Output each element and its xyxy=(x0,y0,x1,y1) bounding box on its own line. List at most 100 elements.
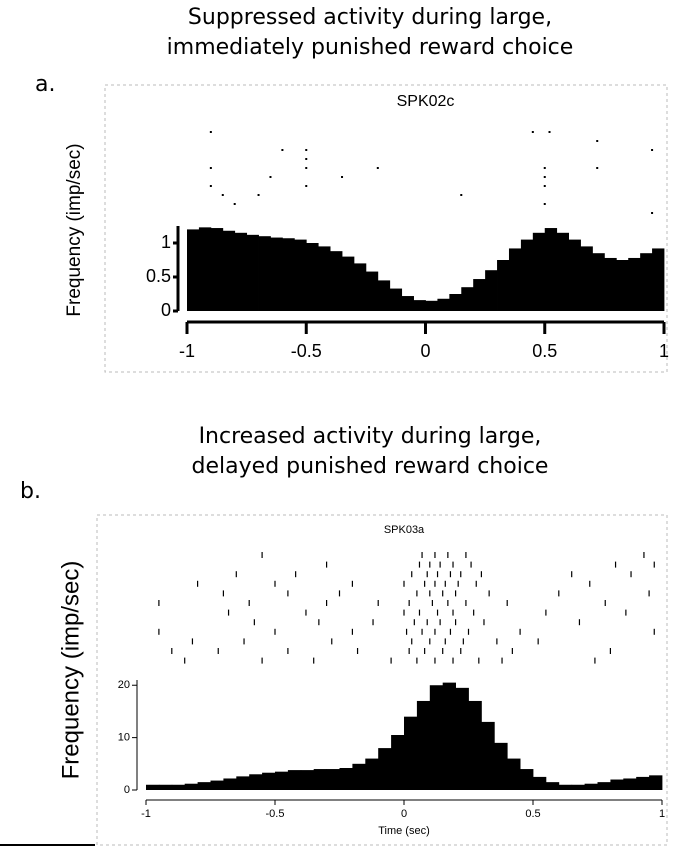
bar xyxy=(223,778,237,790)
bar xyxy=(571,784,585,790)
bar xyxy=(508,248,522,311)
y-axis-label: Frequency (imp/sec) xyxy=(64,143,85,316)
bar xyxy=(326,769,340,790)
bar xyxy=(197,782,211,790)
bar xyxy=(236,776,250,790)
bar xyxy=(352,763,366,790)
bar xyxy=(532,232,546,311)
spike xyxy=(341,176,344,178)
spike xyxy=(305,185,308,187)
bar xyxy=(481,721,495,790)
spike xyxy=(305,158,308,160)
bar xyxy=(306,243,319,311)
spike xyxy=(543,176,546,178)
bar xyxy=(210,228,224,311)
spike xyxy=(548,131,551,133)
bar xyxy=(391,735,405,790)
bar xyxy=(210,780,224,790)
bar xyxy=(146,784,160,790)
spike xyxy=(543,185,546,187)
spike xyxy=(221,194,224,196)
bar xyxy=(580,246,593,311)
bar xyxy=(636,776,650,790)
bar xyxy=(184,783,198,790)
panel-frame xyxy=(104,84,668,373)
bar xyxy=(507,758,521,790)
bar xyxy=(416,700,431,790)
bar xyxy=(494,742,508,790)
bar xyxy=(520,239,534,311)
bar xyxy=(330,251,343,311)
bar xyxy=(429,685,444,790)
spike xyxy=(209,167,212,169)
x-tick-label: 0 xyxy=(401,808,407,820)
bar xyxy=(171,784,186,790)
bar xyxy=(198,227,212,311)
bar xyxy=(413,300,426,311)
x-tick-label: -0.5 xyxy=(291,341,322,361)
bar xyxy=(544,228,558,311)
spike xyxy=(596,140,599,142)
bar xyxy=(287,770,302,790)
bar xyxy=(473,279,486,311)
bar xyxy=(497,260,510,311)
bar xyxy=(649,775,663,790)
spike xyxy=(651,149,654,151)
bar xyxy=(404,716,418,790)
bar xyxy=(623,778,637,790)
bar xyxy=(187,229,200,311)
bar xyxy=(222,230,236,311)
bar xyxy=(258,236,271,311)
y-tick-label: 1 xyxy=(161,232,171,252)
spike xyxy=(543,203,546,205)
bar xyxy=(425,300,438,311)
y-tick-label: 0.5 xyxy=(146,266,171,286)
bar xyxy=(353,263,367,311)
bar xyxy=(246,234,259,311)
spike xyxy=(531,131,534,133)
bar xyxy=(533,776,547,790)
bar xyxy=(365,758,379,790)
bar xyxy=(249,774,263,790)
bar xyxy=(461,287,474,311)
bar xyxy=(282,238,295,311)
bar xyxy=(365,271,379,311)
x-tick-label: 1 xyxy=(659,341,669,361)
bar xyxy=(300,770,315,790)
spike xyxy=(233,203,236,205)
bar xyxy=(610,779,624,790)
x-tick-label: -0.5 xyxy=(266,808,285,820)
bar xyxy=(592,253,605,311)
bar xyxy=(442,682,456,790)
spike xyxy=(209,185,212,187)
panel-title: immediately punished reward choice xyxy=(167,35,574,60)
bar xyxy=(616,260,629,311)
bar xyxy=(640,253,653,311)
bar xyxy=(558,784,573,790)
bar xyxy=(652,248,665,311)
panel-frame xyxy=(96,514,668,846)
bar xyxy=(604,257,617,311)
y-tick-label: 0 xyxy=(124,784,130,796)
bar xyxy=(545,782,560,790)
x-tick-label: -1 xyxy=(179,341,195,361)
x-tick-label: 0.5 xyxy=(532,341,557,361)
panel-title: Increased activity during large, xyxy=(199,424,542,449)
panel-label: a. xyxy=(35,72,55,97)
bar xyxy=(568,239,581,311)
bar xyxy=(468,700,482,790)
bar xyxy=(455,687,469,790)
y-tick-label: 0 xyxy=(161,300,171,320)
spike xyxy=(543,167,546,169)
bar xyxy=(262,772,276,790)
spike xyxy=(209,131,212,133)
panel-title: delayed punished reward choice xyxy=(192,454,549,479)
spike xyxy=(376,167,379,169)
panel-title: Suppressed activity during large, xyxy=(188,5,552,30)
bar xyxy=(275,771,289,790)
bar xyxy=(318,246,331,311)
bar xyxy=(377,280,391,311)
spike xyxy=(305,167,308,169)
bar xyxy=(339,768,353,790)
